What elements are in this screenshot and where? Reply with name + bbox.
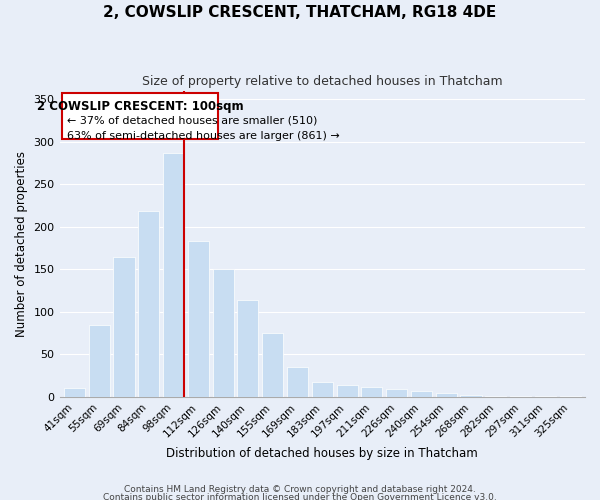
Text: 63% of semi-detached houses are larger (861) →: 63% of semi-detached houses are larger (… <box>67 130 340 140</box>
Bar <box>188 241 209 397</box>
Text: Contains HM Land Registry data © Crown copyright and database right 2024.: Contains HM Land Registry data © Crown c… <box>124 486 476 494</box>
Bar <box>312 382 333 397</box>
Bar <box>238 300 259 397</box>
Bar <box>485 396 506 397</box>
Bar <box>460 395 482 397</box>
Text: 2, COWSLIP CRESCENT, THATCHAM, RG18 4DE: 2, COWSLIP CRESCENT, THATCHAM, RG18 4DE <box>103 5 497 20</box>
Bar <box>64 388 85 397</box>
Title: Size of property relative to detached houses in Thatcham: Size of property relative to detached ho… <box>142 75 503 88</box>
Bar <box>411 391 432 397</box>
Text: Contains public sector information licensed under the Open Government Licence v3: Contains public sector information licen… <box>103 492 497 500</box>
Bar <box>262 333 283 397</box>
Bar <box>436 392 457 397</box>
Bar <box>89 326 110 397</box>
Bar <box>535 396 556 397</box>
Bar <box>361 386 382 397</box>
Bar <box>163 152 184 397</box>
Bar <box>287 367 308 397</box>
Text: ← 37% of detached houses are smaller (510): ← 37% of detached houses are smaller (51… <box>67 115 317 125</box>
Bar <box>113 258 134 397</box>
Bar <box>560 396 581 397</box>
Text: 2 COWSLIP CRESCENT: 100sqm: 2 COWSLIP CRESCENT: 100sqm <box>37 100 244 113</box>
Bar <box>386 390 407 397</box>
Bar <box>337 385 358 397</box>
Bar <box>138 212 160 397</box>
FancyBboxPatch shape <box>62 93 218 139</box>
Y-axis label: Number of detached properties: Number of detached properties <box>15 151 28 337</box>
Bar <box>510 396 531 397</box>
Bar <box>212 270 233 397</box>
X-axis label: Distribution of detached houses by size in Thatcham: Distribution of detached houses by size … <box>166 447 478 460</box>
